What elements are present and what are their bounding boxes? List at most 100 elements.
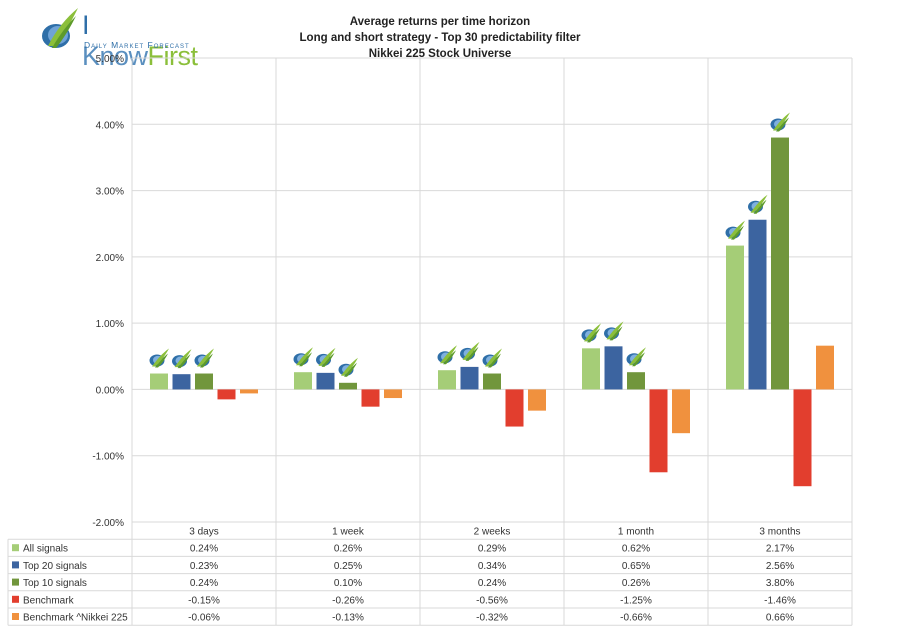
iknowfirst-marker-icon <box>338 357 358 377</box>
table-cell-value: 0.66% <box>766 613 794 624</box>
logo-swoosh-icon <box>42 8 78 48</box>
bar-benchmark <box>505 389 524 427</box>
bar-benchmark-nikkei-225 <box>240 389 258 394</box>
category-label: 1 week <box>332 527 365 538</box>
table-cell-value: 2.17% <box>766 544 794 555</box>
table-cell-value: 0.29% <box>478 544 506 555</box>
bar-top-20-signals <box>748 219 767 390</box>
legend-series-name: Benchmark <box>23 595 75 606</box>
table-cell-value: -1.46% <box>764 595 796 606</box>
bar-benchmark-nikkei-225 <box>816 345 834 390</box>
iknowfirst-marker-icon <box>316 347 336 367</box>
table-cell-value: -0.06% <box>188 613 220 624</box>
iknowfirst-marker-icon <box>770 112 790 132</box>
table-cell-value: 0.26% <box>622 578 650 589</box>
y-tick-label: 5.00% <box>96 54 124 65</box>
bar-top-10-signals <box>339 382 357 390</box>
bar-benchmark <box>217 389 236 400</box>
table-cell-value: 0.25% <box>334 561 362 572</box>
bar-benchmark <box>793 389 812 487</box>
table-cell-value: 0.23% <box>190 561 218 572</box>
y-tick-label: -2.00% <box>92 518 124 529</box>
logo-tagline: Daily Market Forecast <box>84 40 190 50</box>
legend-key-swatch <box>12 613 19 620</box>
iknowfirst-marker-icon <box>194 348 214 368</box>
legend-key-swatch <box>12 561 19 569</box>
bar-all-signals <box>294 372 312 390</box>
iknowfirst-marker-icon <box>293 347 313 367</box>
bar-benchmark <box>649 389 668 473</box>
iknowfirst-marker-icon <box>626 347 646 367</box>
bar-all-signals <box>582 348 600 390</box>
legend-key-swatch <box>12 578 19 586</box>
table-cell-value: 3.80% <box>766 578 794 589</box>
bar-top-20-signals <box>316 372 335 390</box>
bar-benchmark-nikkei-225 <box>672 389 690 434</box>
logo-word-first: First <box>147 41 198 71</box>
legend-series-name: All signals <box>23 544 68 555</box>
table-cell-value: 2.56% <box>766 561 794 572</box>
bar-benchmark <box>361 389 380 407</box>
table-cell-value: -0.15% <box>188 595 220 606</box>
table-cell-value: 0.62% <box>622 544 650 555</box>
chart-title: Average returns per time horizon Long an… <box>230 14 650 62</box>
bar-benchmark-nikkei-225 <box>528 389 546 411</box>
iknowfirst-marker-icon <box>482 348 502 368</box>
table-cell-value: -1.25% <box>620 595 652 606</box>
y-tick-label: -1.00% <box>92 452 124 463</box>
y-tick-label: 2.00% <box>96 253 124 264</box>
bar-top-10-signals <box>483 373 501 390</box>
table-cell-value: 0.26% <box>334 544 362 555</box>
category-label: 3 days <box>189 527 218 538</box>
y-tick-label: 0.00% <box>96 385 124 396</box>
iknowfirst-marker-icon <box>172 349 192 369</box>
bar-top-10-signals <box>627 372 645 390</box>
iknowfirst-marker-icon <box>149 348 169 368</box>
logo-wordmark: I KnowFirst <box>82 10 198 72</box>
iknowfirst-marker-icon <box>581 323 601 343</box>
table-cell-value: 0.65% <box>622 561 650 572</box>
iknowfirst-marker-icon <box>604 321 624 341</box>
table-cell-value: -0.66% <box>620 613 652 624</box>
iknowfirst-marker-icon <box>460 341 480 361</box>
legend-key-swatch <box>12 544 19 552</box>
bar-all-signals <box>150 373 168 390</box>
legend-series-name: Benchmark ^Nikkei 225 <box>23 613 128 624</box>
iknowfirst-marker-icon <box>748 194 768 214</box>
legend-series-name: Top 20 signals <box>23 561 87 572</box>
table-cell-value: -0.13% <box>332 613 364 624</box>
chart-title-line-2: Long and short strategy - Top 30 predict… <box>299 32 581 44</box>
legend-key-swatch <box>12 595 19 603</box>
chart-title-line-3: Nikkei 225 Stock Universe <box>368 48 512 60</box>
table-cell-value: 0.24% <box>190 578 218 589</box>
bar-top-20-signals <box>460 366 479 390</box>
bar-top-10-signals <box>195 373 213 390</box>
logo-word-i: I <box>82 10 90 40</box>
chart-title-line-1: Average returns per time horizon <box>349 16 531 28</box>
iknowfirst-marker-icon <box>725 220 745 240</box>
bar-benchmark-nikkei-225 <box>384 389 402 399</box>
category-label: 2 weeks <box>474 527 511 538</box>
iknowfirst-logo: I KnowFirst Daily Market Forecast <box>38 4 198 71</box>
legend-series-name: Top 10 signals <box>23 578 87 589</box>
bar-all-signals <box>726 245 744 390</box>
table-cell-value: 0.10% <box>334 578 362 589</box>
table-cell-value: 0.24% <box>478 578 506 589</box>
bar-top-20-signals <box>604 346 623 390</box>
y-tick-label: 1.00% <box>96 319 124 330</box>
y-tick-label: 3.00% <box>96 187 124 198</box>
category-label: 1 month <box>618 527 654 538</box>
logo-word-know: Know <box>82 41 148 71</box>
table-cell-value: 0.24% <box>190 544 218 555</box>
bar-all-signals <box>438 370 456 390</box>
y-tick-label: 4.00% <box>96 120 124 131</box>
iknowfirst-marker-icon <box>437 345 457 365</box>
bar-top-10-signals <box>771 137 789 390</box>
bar-top-20-signals <box>172 374 191 390</box>
table-cell-value: -0.32% <box>476 613 508 624</box>
table-cell-value: 0.34% <box>478 561 506 572</box>
category-label: 3 months <box>759 527 800 538</box>
table-cell-value: -0.26% <box>332 595 364 606</box>
table-cell-value: -0.56% <box>476 595 508 606</box>
